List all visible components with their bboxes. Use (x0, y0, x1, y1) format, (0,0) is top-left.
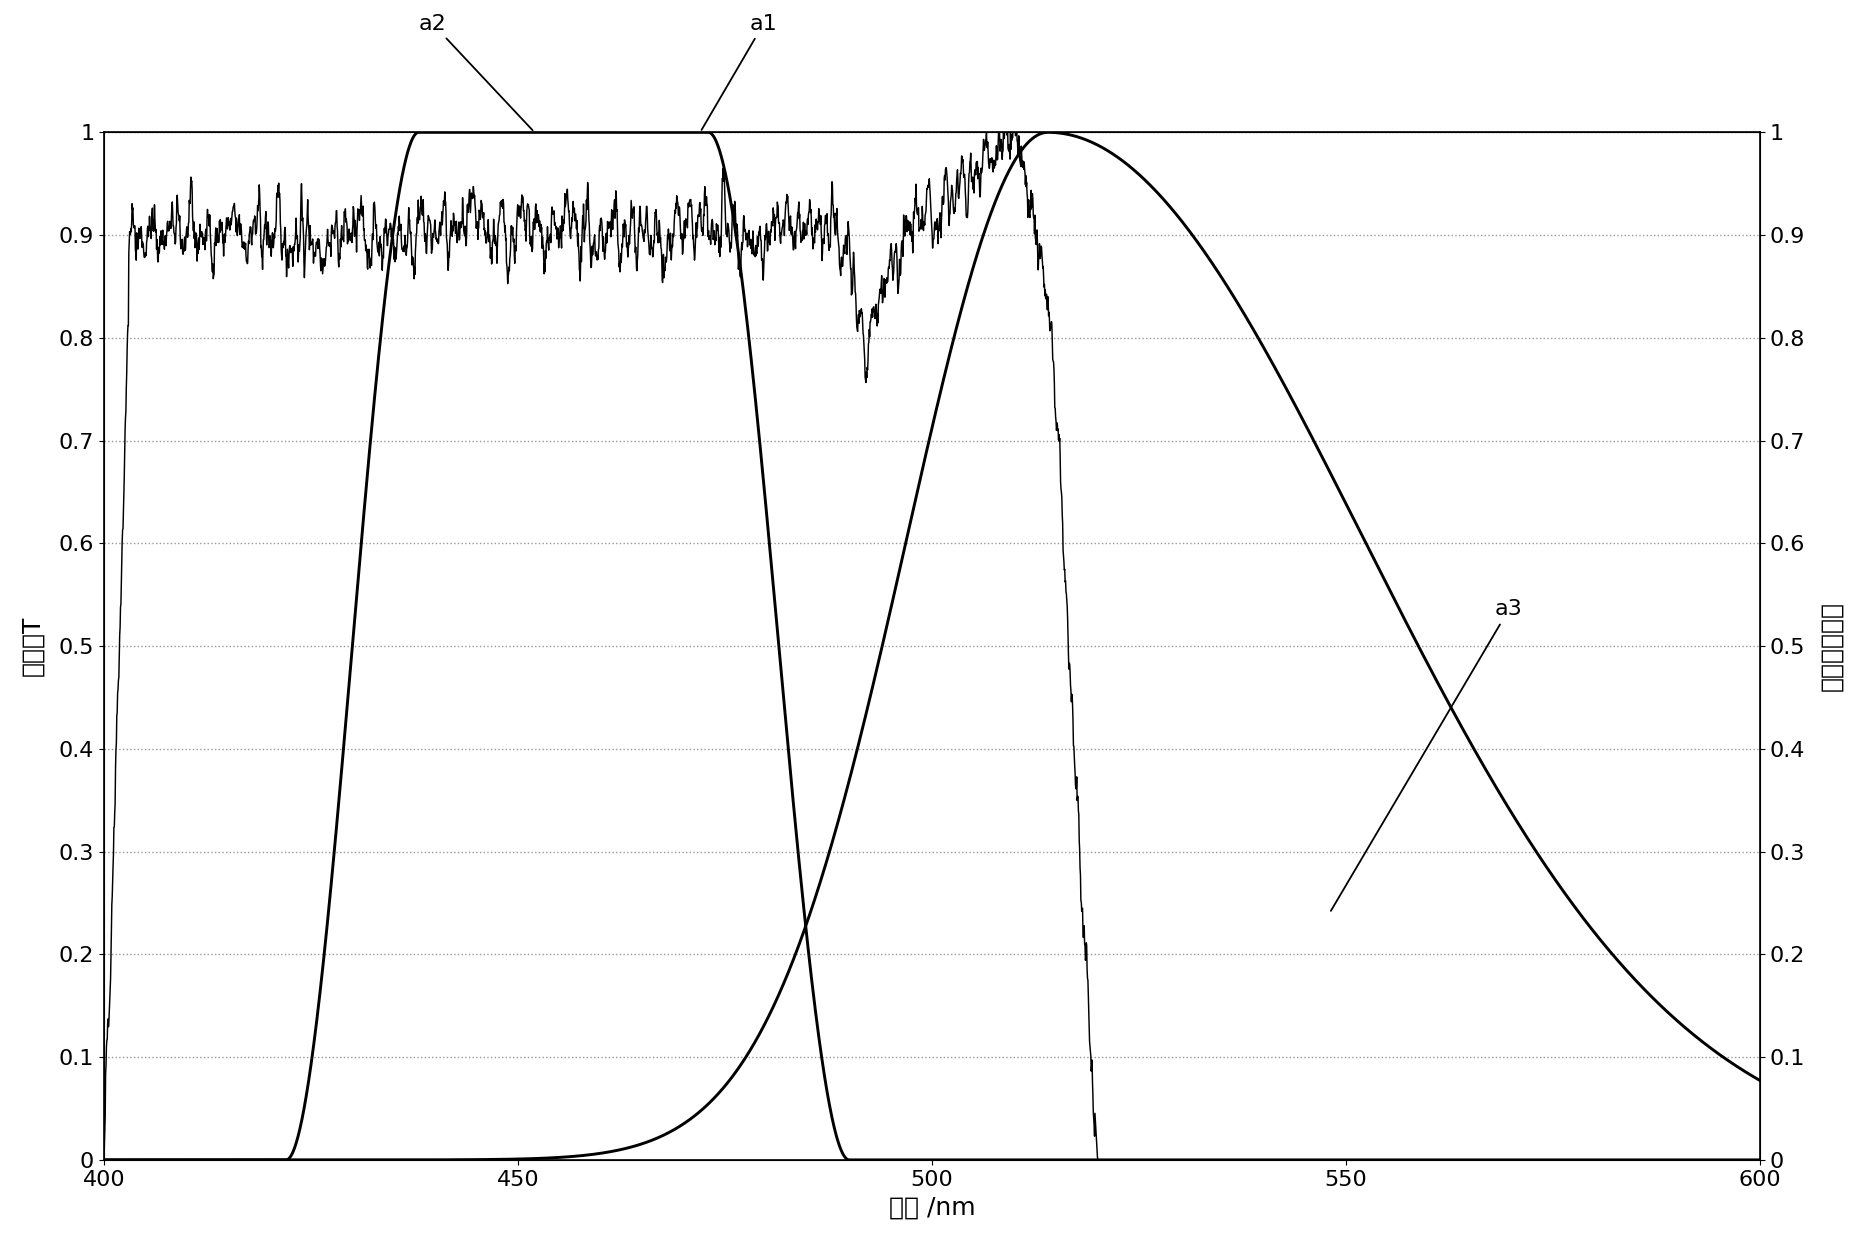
Text: a2: a2 (419, 14, 533, 130)
Text: a3: a3 (1331, 599, 1523, 911)
Text: a1: a1 (701, 14, 777, 130)
X-axis label: 波长 /nm: 波长 /nm (889, 1195, 975, 1219)
Y-axis label: 光谱相对强度: 光谱相对强度 (1819, 601, 1843, 691)
Y-axis label: 透过率T: 透过率T (21, 616, 45, 676)
